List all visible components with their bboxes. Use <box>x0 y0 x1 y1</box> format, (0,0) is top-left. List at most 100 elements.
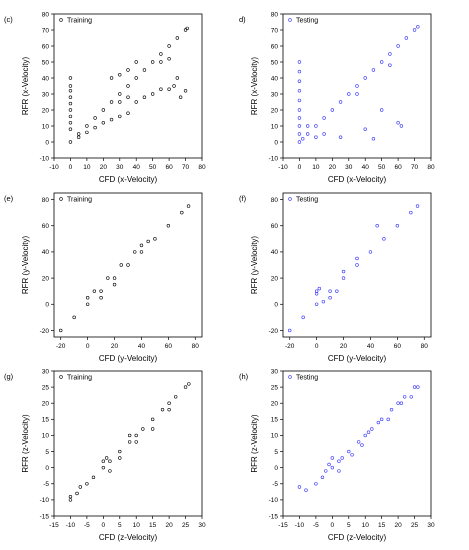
data-point <box>337 469 341 473</box>
data-point <box>134 433 138 438</box>
data-point <box>356 440 361 444</box>
data-point <box>355 92 359 96</box>
y-tick-label: 0 <box>274 139 278 146</box>
data-point <box>99 289 103 293</box>
x-tick-label: 20 <box>165 522 173 529</box>
data-point <box>360 443 364 447</box>
data-point <box>112 282 117 287</box>
panel-label: (f) <box>239 194 247 203</box>
data-point <box>350 453 354 457</box>
data-point <box>104 456 109 460</box>
x-tick-label: 80 <box>192 343 200 350</box>
data-point <box>382 237 386 241</box>
data-point <box>370 427 374 431</box>
data-point <box>363 127 367 131</box>
data-point <box>330 465 335 470</box>
data-point <box>399 124 404 128</box>
y-tick-label: 40 <box>271 249 279 256</box>
data-point <box>355 256 359 261</box>
x-tick-label: 25 <box>182 522 190 529</box>
x-tick-label: -10 <box>295 522 305 529</box>
y-tick-label: 40 <box>42 75 50 82</box>
data-point <box>126 263 130 267</box>
data-point <box>91 475 96 480</box>
y-tick-label: 20 <box>271 401 279 408</box>
y-tick-label: 40 <box>271 75 279 82</box>
data-point <box>142 95 147 99</box>
data-point <box>85 124 89 128</box>
panel-label: (g) <box>4 372 14 381</box>
y-tick-label: 20 <box>42 107 50 114</box>
data-point <box>68 76 73 80</box>
data-point <box>68 127 73 131</box>
data-point <box>175 36 180 40</box>
data-point <box>396 44 400 48</box>
y-tick-label: 60 <box>271 43 279 50</box>
data-point <box>159 52 163 56</box>
y-tick-label: 50 <box>271 59 279 66</box>
x-tick-label: 5 <box>118 522 122 529</box>
y-tick-label: -5 <box>43 481 49 488</box>
x-tick-label: 10 <box>362 522 370 529</box>
x-tick-label: 5 <box>347 522 351 529</box>
data-point <box>126 95 130 99</box>
data-point <box>68 498 73 502</box>
data-point <box>173 395 178 399</box>
data-point <box>72 315 76 320</box>
x-tick-label: -5 <box>313 522 319 529</box>
data-point <box>142 68 147 72</box>
x-tick-label: 60 <box>165 343 173 350</box>
data-point <box>389 407 394 412</box>
panel-label: (h) <box>239 372 249 381</box>
data-point <box>328 296 332 300</box>
data-point <box>297 124 302 128</box>
x-tick-label: 70 <box>411 164 419 171</box>
x-tick-label: -10 <box>278 164 288 171</box>
data-point <box>314 482 318 486</box>
x-tick-label: 10 <box>83 164 91 171</box>
data-point <box>404 36 409 40</box>
data-point <box>366 430 371 434</box>
x-tick-label: -10 <box>66 522 76 529</box>
y-tick-label: 15 <box>271 417 279 424</box>
data-point <box>396 121 400 125</box>
data-point <box>134 60 138 64</box>
data-point <box>78 485 83 489</box>
legend-marker <box>288 18 292 22</box>
panel-d: -10 0 10 20 30 40 50 60 70 80 -10 0 10 20 30 40 50 60 70 80… <box>239 11 435 184</box>
data-point <box>118 92 122 96</box>
legend-label: Training <box>67 375 92 382</box>
data-point <box>141 427 145 431</box>
data-point <box>412 385 417 389</box>
data-point <box>363 76 367 80</box>
data-point <box>368 250 373 254</box>
data-point <box>379 108 384 112</box>
data-point <box>134 76 138 80</box>
y-tick-label: 20 <box>271 275 279 282</box>
x-tick-label: 0 <box>331 522 335 529</box>
x-tick-label: 10 <box>133 522 141 529</box>
y-tick-label: 5 <box>274 449 278 456</box>
y-tick-label: 60 <box>271 223 279 230</box>
data-point <box>416 385 420 389</box>
y-tick-label: 25 <box>271 384 279 391</box>
x-tick-label: 0 <box>86 343 90 350</box>
x-tick-label: 0 <box>298 164 302 171</box>
x-tick-label: 50 <box>149 164 157 171</box>
data-point <box>399 401 404 405</box>
data-point <box>150 417 155 422</box>
legend-marker <box>59 375 63 379</box>
x-axis-title: CFD (z-Velocity) <box>328 533 387 542</box>
data-point <box>153 237 157 241</box>
data-point <box>314 124 318 128</box>
x-tick-label: 30 <box>116 164 124 171</box>
data-point <box>68 89 73 93</box>
data-point <box>314 135 318 139</box>
data-point <box>167 87 171 91</box>
data-point <box>68 140 73 144</box>
data-point <box>108 459 112 463</box>
data-point <box>371 137 376 141</box>
data-point <box>133 250 137 254</box>
data-point <box>183 385 188 389</box>
data-point <box>320 475 325 480</box>
